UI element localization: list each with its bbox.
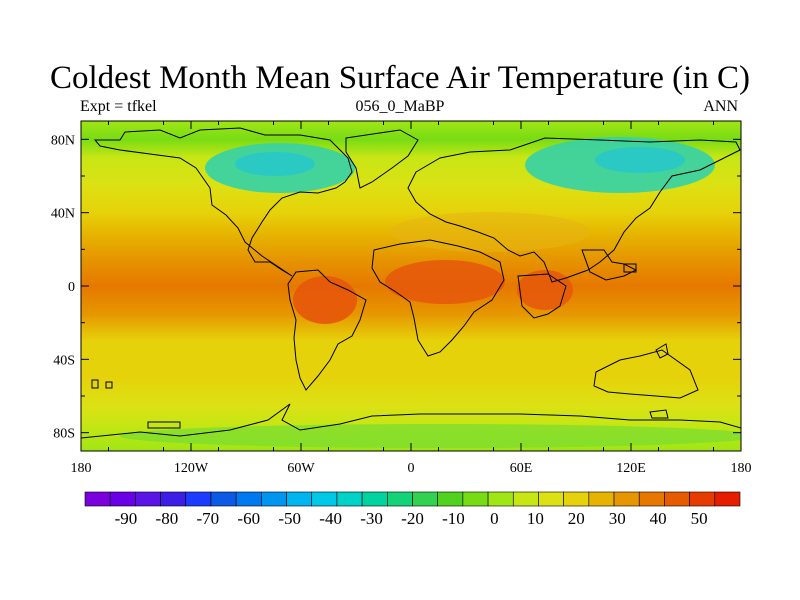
colorbar-swatch	[412, 491, 438, 507]
island-outline-5	[655, 343, 669, 359]
north-america-outline	[93, 127, 353, 277]
colorbar-swatch	[689, 491, 716, 507]
colorbar-swatch	[210, 491, 237, 507]
colorbar-label: 40	[650, 509, 667, 528]
lon-tick-label: 180	[731, 461, 752, 476]
colorbar-swatch	[235, 491, 262, 507]
season-label: ANN	[703, 98, 738, 115]
colorbar-swatch	[261, 491, 287, 507]
colorbar-label: 20	[568, 509, 585, 528]
lon-tick-label: 120W	[174, 461, 209, 476]
island-outline-1	[91, 379, 99, 389]
lon-tick-label: 120E	[616, 461, 646, 476]
africa-outline	[371, 239, 505, 357]
lon-tick-label: 60E	[510, 461, 533, 476]
lon-tick-label: 180	[71, 461, 92, 476]
time-label: 056_0_MaBP	[355, 98, 445, 115]
australia-outline	[593, 349, 699, 399]
colorbar-label: 30	[609, 509, 626, 528]
antarctic-cold-band	[120, 424, 741, 448]
lat-tick-label: 40N	[51, 207, 75, 222]
colorbar-label: -60	[237, 509, 260, 528]
colorbar-swatch	[336, 491, 363, 507]
colorbar-label: -30	[360, 509, 383, 528]
eurasia-outline	[407, 137, 741, 283]
antarctica-outline	[81, 403, 741, 439]
colorbar-label: -20	[401, 509, 424, 528]
colorbar-label: -10	[442, 509, 465, 528]
south-america-outline	[287, 269, 367, 391]
lat-tick-label: 80S	[53, 427, 75, 442]
colorbar-swatch	[387, 491, 413, 507]
colorbar-label: 10	[527, 509, 544, 528]
colorbar-swatch	[714, 491, 741, 507]
colorbar-swatch	[361, 491, 388, 507]
island-outline-6	[649, 409, 669, 419]
india-outline	[517, 273, 567, 319]
lat-tick-label: 80N	[51, 133, 75, 148]
colorbar-label: -50	[278, 509, 301, 528]
colorbar-label: 50	[691, 509, 708, 528]
longitude-axis: 180 120W 60W 0 60E 120E 180	[71, 121, 752, 476]
latitude-axis: 80N 40N 0 40S 80S	[51, 133, 741, 442]
lat-tick-label: 0	[68, 280, 75, 295]
south-america-hot-patch	[293, 276, 357, 324]
asia-mid-warm	[390, 212, 590, 252]
colorbar-swatch	[512, 491, 539, 507]
colorbar-swatch	[109, 491, 136, 507]
lon-tick-label: 60W	[287, 461, 315, 476]
lon-tick-label: 0	[408, 461, 415, 476]
colorbar-swatch	[563, 491, 590, 507]
colorbar-swatch	[185, 491, 212, 507]
colorbar-swatch	[286, 491, 313, 507]
island-outline-3	[147, 421, 181, 429]
colorbar-swatch	[135, 491, 161, 507]
lat-tick-label: 40S	[53, 353, 75, 368]
island-outline-2	[105, 381, 113, 389]
colorbar-swatch	[462, 491, 489, 507]
colorbar-swatch	[638, 491, 665, 507]
africa-hot-patch	[385, 260, 505, 304]
colorbar-swatch	[311, 491, 338, 507]
colorbar-swatch	[84, 491, 111, 507]
island-outline-4	[623, 263, 637, 273]
map-title: Coldest Month Mean Surface Air Temperatu…	[50, 60, 750, 96]
arctic-cold-core	[235, 152, 315, 176]
colorbar-label: -40	[319, 509, 342, 528]
colorbar-swatch	[437, 491, 464, 507]
colorbar: -90 -80 -70 -60 -50 -40 -30 -20 -10 0 10 20 30 40 50	[84, 491, 741, 528]
colorbar-label: -70	[196, 509, 219, 528]
colorbar-swatch	[538, 491, 564, 507]
colorbar-swatch	[588, 491, 615, 507]
experiment-label: Expt = tfkel	[80, 98, 157, 115]
colorbar-swatch	[487, 491, 514, 507]
greenland-outline	[345, 129, 419, 189]
asia-cold-core	[595, 147, 685, 173]
colorbar-label: -80	[156, 509, 179, 528]
colorbar-swatch	[664, 491, 690, 507]
colorbar-label: 0	[490, 509, 499, 528]
colorbar-label: -90	[115, 509, 138, 528]
colorbar-swatch	[160, 491, 187, 507]
colorbar-swatch	[613, 491, 640, 507]
